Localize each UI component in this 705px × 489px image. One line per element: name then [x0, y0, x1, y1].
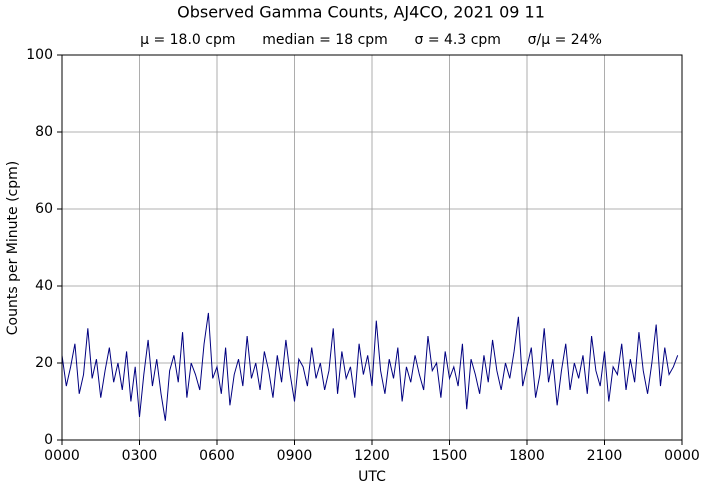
y-tick-label: 60 — [35, 201, 53, 217]
x-tick-label: 1800 — [509, 448, 545, 464]
x-tick-label: 1500 — [432, 448, 468, 464]
x-tick-label: 0300 — [122, 448, 158, 464]
y-tick-label: 40 — [35, 278, 53, 294]
chart-title: Observed Gamma Counts, AJ4CO, 2021 09 11 — [177, 3, 545, 22]
x-tick-label: 1200 — [354, 448, 390, 464]
x-tick-label: 0600 — [199, 448, 235, 464]
x-tick-label: 2100 — [587, 448, 623, 464]
x-tick-label: 0000 — [44, 448, 80, 464]
y-tick-label: 80 — [35, 124, 53, 140]
x-tick-label: 0000 — [664, 448, 700, 464]
y-tick-label: 0 — [44, 432, 53, 448]
x-axis-label: UTC — [358, 469, 386, 485]
x-tick-label: 0900 — [277, 448, 313, 464]
plot-frame — [61, 54, 683, 441]
y-tick-label: 20 — [35, 355, 53, 371]
y-tick-label: 100 — [26, 47, 53, 63]
data-line — [61, 312, 679, 421]
chart-subtitle: μ = 18.0 cpm median = 18 cpm σ = 4.3 cpm… — [140, 32, 602, 48]
y-axis-label: Counts per Minute (cpm) — [5, 161, 21, 335]
